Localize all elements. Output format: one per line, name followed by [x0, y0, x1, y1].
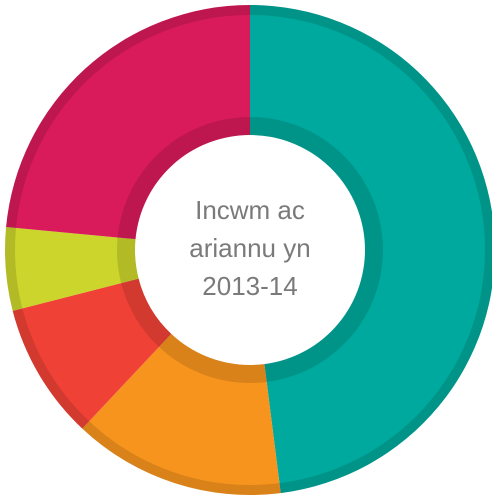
- slice: [6, 5, 250, 240]
- outer-shade: [5, 5, 492, 495]
- inner-shade: [117, 117, 383, 383]
- center-text: Incwm ac: [195, 195, 305, 225]
- center-text: 2013-14: [202, 271, 297, 301]
- slice: [5, 226, 139, 311]
- center-text: ariannu yn: [189, 233, 310, 263]
- slice: [12, 278, 172, 429]
- slice: [250, 5, 492, 494]
- center-label: Incwm ac ariannu yn 2013-14: [189, 195, 310, 301]
- slices: [5, 5, 492, 495]
- slice: [82, 333, 281, 495]
